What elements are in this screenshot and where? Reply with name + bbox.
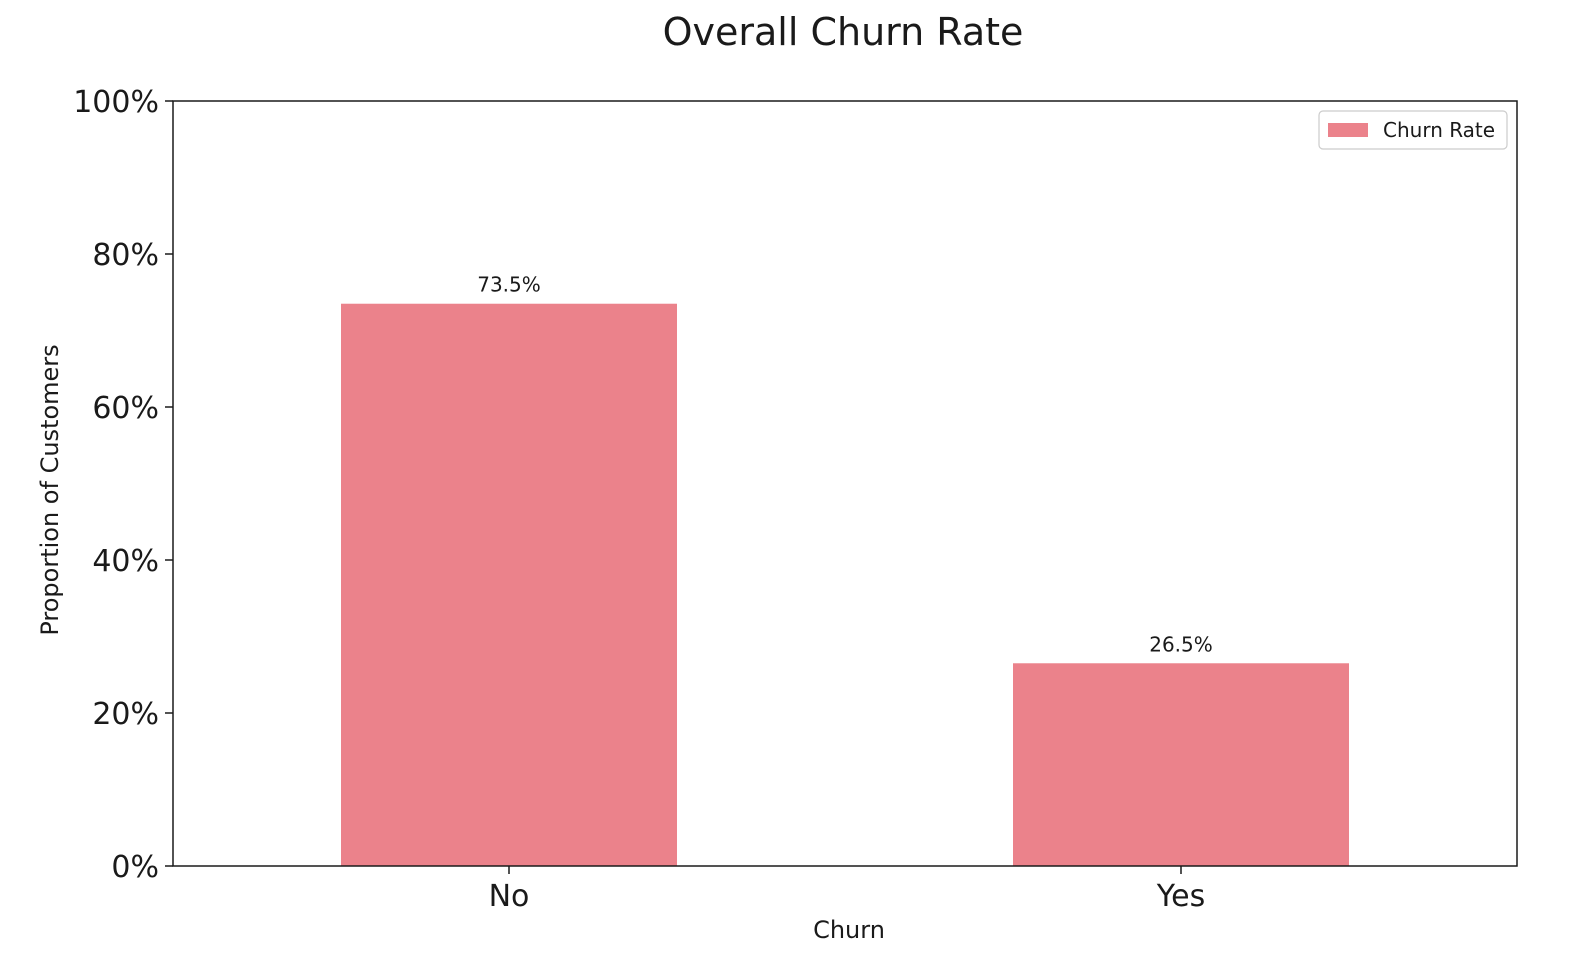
- y-tick-label: 40%: [92, 544, 159, 579]
- bar-no: [341, 303, 677, 867]
- y-tick-label: 60%: [92, 391, 159, 426]
- y-tick-label: 80%: [92, 238, 159, 273]
- plot-area: 73.5% No 26.5% Yes 0% 20% 40% 60% 80% 100% Churn R…: [73, 85, 1518, 914]
- y-axis-label: Proportion of Customers: [36, 344, 64, 635]
- y-tick-label: 20%: [92, 697, 159, 732]
- data-label-no: 73.5%: [477, 273, 541, 297]
- legend-box: [1318, 110, 1508, 150]
- y-tick-label: 100%: [73, 85, 159, 120]
- x-tick-label-no: No: [489, 879, 530, 914]
- legend-swatch: [1328, 123, 1368, 137]
- x-tick-label-yes: Yes: [1156, 879, 1205, 914]
- data-label-yes: 26.5%: [1149, 632, 1213, 656]
- plot-frame: [172, 100, 1518, 867]
- legend-label: Churn Rate: [1383, 118, 1495, 142]
- chart-title: Overall Churn Rate: [663, 10, 1024, 54]
- bar-yes: [1013, 663, 1349, 866]
- y-tick-label: 0%: [111, 850, 159, 885]
- x-axis-label: Churn: [813, 916, 885, 944]
